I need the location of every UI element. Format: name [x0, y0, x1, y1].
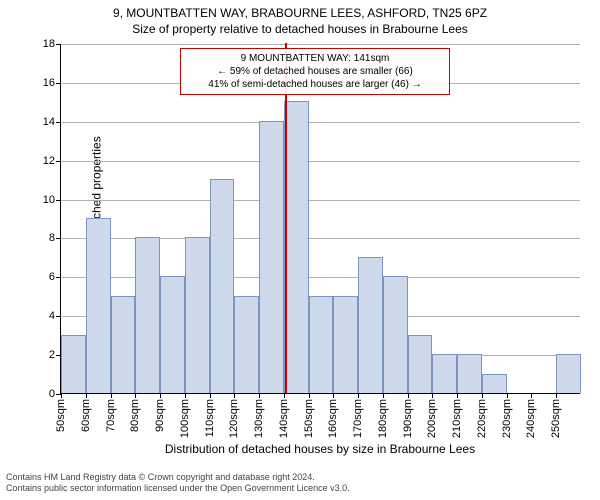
x-tick-mark [185, 393, 186, 398]
y-tick-mark [56, 122, 61, 123]
y-tick-label: 12 [43, 155, 55, 167]
gridline [61, 122, 580, 123]
x-tick-label: 120sqm [228, 399, 240, 438]
chart-title: 9, MOUNTBATTEN WAY, BRABOURNE LEES, ASHF… [0, 0, 600, 20]
histogram-bar [358, 257, 383, 393]
x-tick-label: 140sqm [278, 399, 290, 438]
y-tick-label: 14 [43, 116, 55, 128]
histogram-bar [160, 276, 185, 393]
footer-attribution: Contains HM Land Registry data © Crown c… [0, 468, 600, 500]
chart-plot-area: 02468101214161850sqm60sqm70sqm80sqm90sqm… [60, 44, 580, 394]
x-tick-label: 90sqm [154, 399, 166, 432]
y-tick-label: 10 [43, 194, 55, 206]
gridline [61, 44, 580, 45]
x-tick-label: 190sqm [402, 399, 414, 438]
y-tick-label: 16 [43, 77, 55, 89]
histogram-bar [234, 296, 259, 393]
y-tick-mark [56, 238, 61, 239]
x-tick-label: 230sqm [501, 399, 513, 438]
histogram-bar [457, 354, 482, 393]
x-tick-label: 170sqm [352, 399, 364, 438]
x-tick-mark [556, 393, 557, 398]
histogram-bar [383, 276, 408, 393]
x-tick-mark [531, 393, 532, 398]
x-tick-mark [234, 393, 235, 398]
x-tick-mark [333, 393, 334, 398]
x-tick-label: 210sqm [451, 399, 463, 438]
x-tick-mark [358, 393, 359, 398]
x-tick-mark [457, 393, 458, 398]
y-tick-label: 4 [49, 310, 55, 322]
gridline [61, 200, 580, 201]
x-axis-label: Distribution of detached houses by size … [60, 442, 580, 456]
x-tick-mark [111, 393, 112, 398]
x-tick-label: 250sqm [550, 399, 562, 438]
chart-subtitle: Size of property relative to detached ho… [0, 20, 600, 36]
histogram-bar [86, 218, 111, 393]
x-tick-label: 60sqm [80, 399, 92, 432]
histogram-bar [259, 121, 284, 393]
x-tick-label: 180sqm [377, 399, 389, 438]
property-marker-line [285, 43, 287, 393]
histogram-bar [284, 101, 309, 393]
gridline [61, 161, 580, 162]
histogram-bar [111, 296, 136, 393]
histogram-bar [309, 296, 334, 393]
histogram-bar [135, 237, 160, 393]
y-tick-label: 8 [49, 232, 55, 244]
x-tick-mark [210, 393, 211, 398]
y-tick-mark [56, 44, 61, 45]
y-tick-mark [56, 277, 61, 278]
callout-line-3: 41% of semi-detached houses are larger (… [187, 78, 443, 91]
x-tick-mark [284, 393, 285, 398]
x-tick-mark [61, 393, 62, 398]
x-tick-label: 160sqm [327, 399, 339, 438]
x-tick-mark [507, 393, 508, 398]
x-tick-mark [432, 393, 433, 398]
x-tick-label: 130sqm [253, 399, 265, 438]
y-tick-label: 2 [49, 349, 55, 361]
x-tick-label: 240sqm [525, 399, 537, 438]
x-tick-label: 50sqm [55, 399, 67, 432]
x-tick-label: 110sqm [204, 399, 216, 437]
y-tick-label: 6 [49, 271, 55, 283]
x-tick-mark [408, 393, 409, 398]
x-tick-label: 220sqm [476, 399, 488, 438]
histogram-bar [432, 354, 457, 393]
x-tick-label: 150sqm [303, 399, 315, 438]
y-tick-mark [56, 161, 61, 162]
x-tick-label: 200sqm [426, 399, 438, 438]
plot-region: 02468101214161850sqm60sqm70sqm80sqm90sqm… [60, 44, 580, 394]
x-tick-mark [135, 393, 136, 398]
x-tick-mark [160, 393, 161, 398]
y-tick-mark [56, 83, 61, 84]
histogram-bar [482, 374, 507, 393]
marker-callout: 9 MOUNTBATTEN WAY: 141sqm ← 59% of detac… [180, 48, 450, 95]
footer-line-1: Contains HM Land Registry data © Crown c… [6, 472, 594, 483]
y-tick-mark [56, 200, 61, 201]
footer-line-2: Contains public sector information licen… [6, 483, 594, 494]
x-tick-mark [309, 393, 310, 398]
histogram-bar [333, 296, 358, 393]
x-tick-label: 70sqm [105, 399, 117, 432]
histogram-bar [556, 354, 581, 393]
y-tick-label: 18 [43, 38, 55, 50]
x-tick-mark [86, 393, 87, 398]
histogram-bar [61, 335, 86, 393]
x-tick-mark [259, 393, 260, 398]
histogram-bar [210, 179, 235, 393]
callout-line-1: 9 MOUNTBATTEN WAY: 141sqm [187, 52, 443, 65]
histogram-bar [185, 237, 210, 393]
callout-line-2: ← 59% of detached houses are smaller (66… [187, 65, 443, 78]
x-tick-mark [383, 393, 384, 398]
x-tick-label: 100sqm [179, 399, 191, 438]
histogram-bar [408, 335, 433, 393]
x-tick-label: 80sqm [129, 399, 141, 432]
x-tick-mark [482, 393, 483, 398]
y-tick-mark [56, 316, 61, 317]
